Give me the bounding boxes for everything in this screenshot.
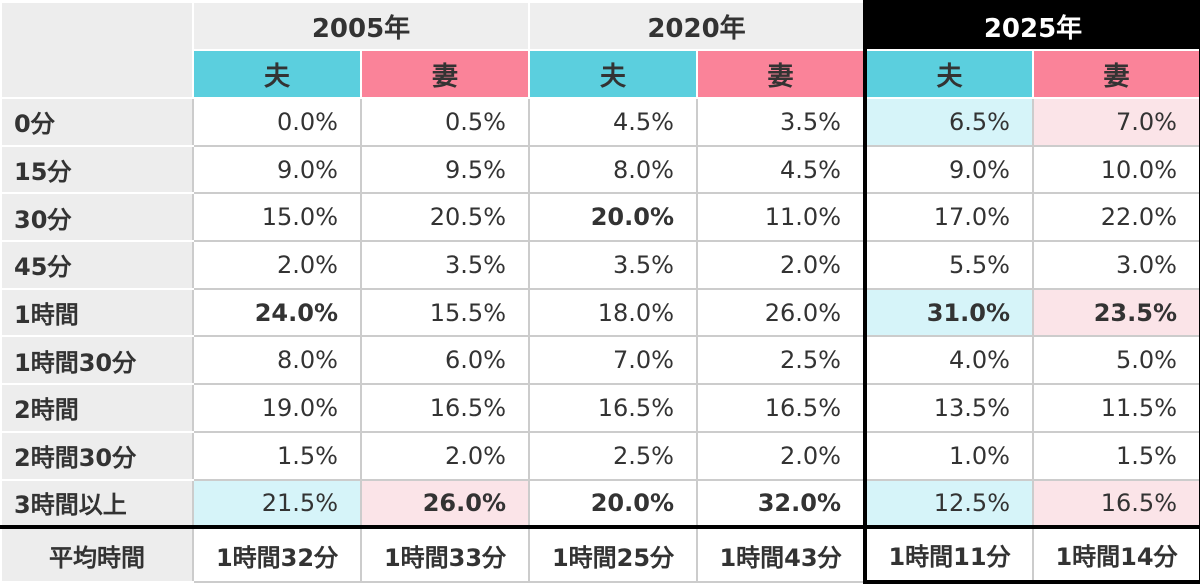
year-header-2025: 2025年 xyxy=(863,0,1200,51)
table-cell: 7.0% xyxy=(528,335,698,386)
table-cell: 20.0% xyxy=(528,192,698,243)
table-row: 0分 0.0% 0.5% 4.5% 3.5% 6.5% 7.0% xyxy=(0,97,1200,147)
table-cell: 2.0% xyxy=(696,240,866,290)
table-cell: 4.5% xyxy=(696,144,866,195)
table-row: 平均時間 1時間32分 1時間33分 1時間25分 1時間43分 1時間11分 … xyxy=(0,525,1200,584)
table-row: 15分 9.0% 9.5% 8.0% 4.5% 9.0% 10.0% xyxy=(0,144,1200,195)
table-cell: 20.0% xyxy=(528,478,698,529)
table-cell: 8.0% xyxy=(528,144,698,195)
table-body: 0分 0.0% 0.5% 4.5% 3.5% 6.5% 7.0% 15分 9.0… xyxy=(0,97,1200,584)
table-row: 45分 2.0% 3.5% 3.5% 2.0% 5.5% 3.0% xyxy=(0,240,1200,290)
table-cell: 1時間25分 xyxy=(528,525,698,583)
husband-header-2025: 夫 xyxy=(863,49,1034,99)
table-cell: 0.5% xyxy=(360,97,530,147)
row-header: 45分 xyxy=(0,240,194,290)
row-header: 2時間 xyxy=(0,383,194,433)
table-cell: 9.0% xyxy=(192,144,362,195)
table-cell: 24.0% xyxy=(192,287,362,338)
table-cell: 32.0% xyxy=(696,478,866,529)
table-cell: 13.5% xyxy=(863,383,1034,433)
table-row: 2時間 19.0% 16.5% 16.5% 16.5% 13.5% 11.5% xyxy=(0,383,1200,433)
table-cell: 1時間43分 xyxy=(696,525,866,583)
table-row: 1時間30分 8.0% 6.0% 7.0% 2.5% 4.0% 5.0% xyxy=(0,335,1200,386)
corner-cell xyxy=(0,1,194,99)
table-cell: 2.5% xyxy=(696,335,866,386)
table-cell: 1時間33分 xyxy=(360,525,530,583)
table-cell: 17.0% xyxy=(863,192,1034,243)
row-header: 平均時間 xyxy=(0,525,194,583)
table-cell: 3.0% xyxy=(1032,240,1200,290)
wife-header-2020: 妻 xyxy=(696,49,866,99)
table-cell: 1時間32分 xyxy=(192,525,362,583)
table-cell: 1.5% xyxy=(192,430,362,481)
table-cell: 6.5% xyxy=(863,97,1034,147)
table-cell: 26.0% xyxy=(696,287,866,338)
table-row: 2時間30分 1.5% 2.0% 2.5% 2.0% 1.0% 1.5% xyxy=(0,430,1200,481)
table-cell: 1.0% xyxy=(863,430,1034,481)
row-header: 30分 xyxy=(0,192,194,243)
table-cell: 11.0% xyxy=(696,192,866,243)
husband-header-2005: 夫 xyxy=(192,49,362,99)
table-cell: 2.0% xyxy=(696,430,866,481)
row-header: 3時間以上 xyxy=(0,478,194,529)
table-cell: 7.0% xyxy=(1032,97,1200,147)
table-cell: 15.5% xyxy=(360,287,530,338)
table-cell: 2.0% xyxy=(192,240,362,290)
row-header: 2時間30分 xyxy=(0,430,194,481)
table-cell: 23.5% xyxy=(1032,287,1200,338)
row-header: 1時間 xyxy=(0,287,194,338)
table-row: 30分 15.0% 20.5% 20.0% 11.0% 17.0% 22.0% xyxy=(0,192,1200,243)
table-cell: 22.0% xyxy=(1032,192,1200,243)
husband-header-2020: 夫 xyxy=(528,49,698,99)
wife-header-2025: 妻 xyxy=(1032,49,1200,99)
table-cell: 15.0% xyxy=(192,192,362,243)
table-cell: 20.5% xyxy=(360,192,530,243)
table-cell: 18.0% xyxy=(528,287,698,338)
table-cell: 5.0% xyxy=(1032,335,1200,386)
table-cell: 31.0% xyxy=(863,287,1034,338)
table-cell: 4.5% xyxy=(528,97,698,147)
year-header-row: 2005年 2020年 2025年 xyxy=(0,0,1200,99)
spouse-header-row: 夫 妻 夫 妻 夫 妻 xyxy=(1,49,1200,99)
table-cell: 11.5% xyxy=(1032,383,1200,433)
table-cell: 1時間14分 xyxy=(1032,525,1200,584)
table-cell: 2.5% xyxy=(528,430,698,481)
row-header: 1時間30分 xyxy=(0,335,194,386)
table-cell: 9.5% xyxy=(360,144,530,195)
table-cell: 1.5% xyxy=(1032,430,1200,481)
table-row: 1時間 24.0% 15.5% 18.0% 26.0% 31.0% 23.5% xyxy=(0,287,1200,338)
table-cell: 4.0% xyxy=(863,335,1034,386)
table-cell: 10.0% xyxy=(1032,144,1200,195)
table-cell: 16.5% xyxy=(696,383,866,433)
table-cell: 21.5% xyxy=(192,478,362,529)
table-cell: 8.0% xyxy=(192,335,362,386)
wife-header-2005: 妻 xyxy=(360,49,530,99)
table-cell: 6.0% xyxy=(360,335,530,386)
table-cell: 0.0% xyxy=(192,97,362,147)
table-cell: 26.0% xyxy=(360,478,530,529)
table-cell: 16.5% xyxy=(528,383,698,433)
table-cell: 3.5% xyxy=(360,240,530,290)
table-cell: 3.5% xyxy=(528,240,698,290)
table-row: 3時間以上 21.5% 26.0% 20.0% 32.0% 12.5% 16.5… xyxy=(0,478,1200,529)
table-cell: 5.5% xyxy=(863,240,1034,290)
row-header: 15分 xyxy=(0,144,194,195)
table-header: 2005年 2020年 2025年 夫 妻 夫 妻 夫 妻 xyxy=(0,0,1200,99)
table-cell: 19.0% xyxy=(192,383,362,433)
table-cell: 3.5% xyxy=(696,97,866,147)
table-cell: 1時間11分 xyxy=(863,525,1034,584)
table-cell: 16.5% xyxy=(360,383,530,433)
table-cell: 12.5% xyxy=(863,478,1034,529)
row-header: 0分 xyxy=(0,97,194,147)
table-cell: 2.0% xyxy=(360,430,530,481)
table-cell: 16.5% xyxy=(1032,478,1200,529)
table-cell: 9.0% xyxy=(863,144,1034,195)
year-header-2020: 2020年 xyxy=(528,1,866,51)
year-header-2005: 2005年 xyxy=(192,1,530,51)
